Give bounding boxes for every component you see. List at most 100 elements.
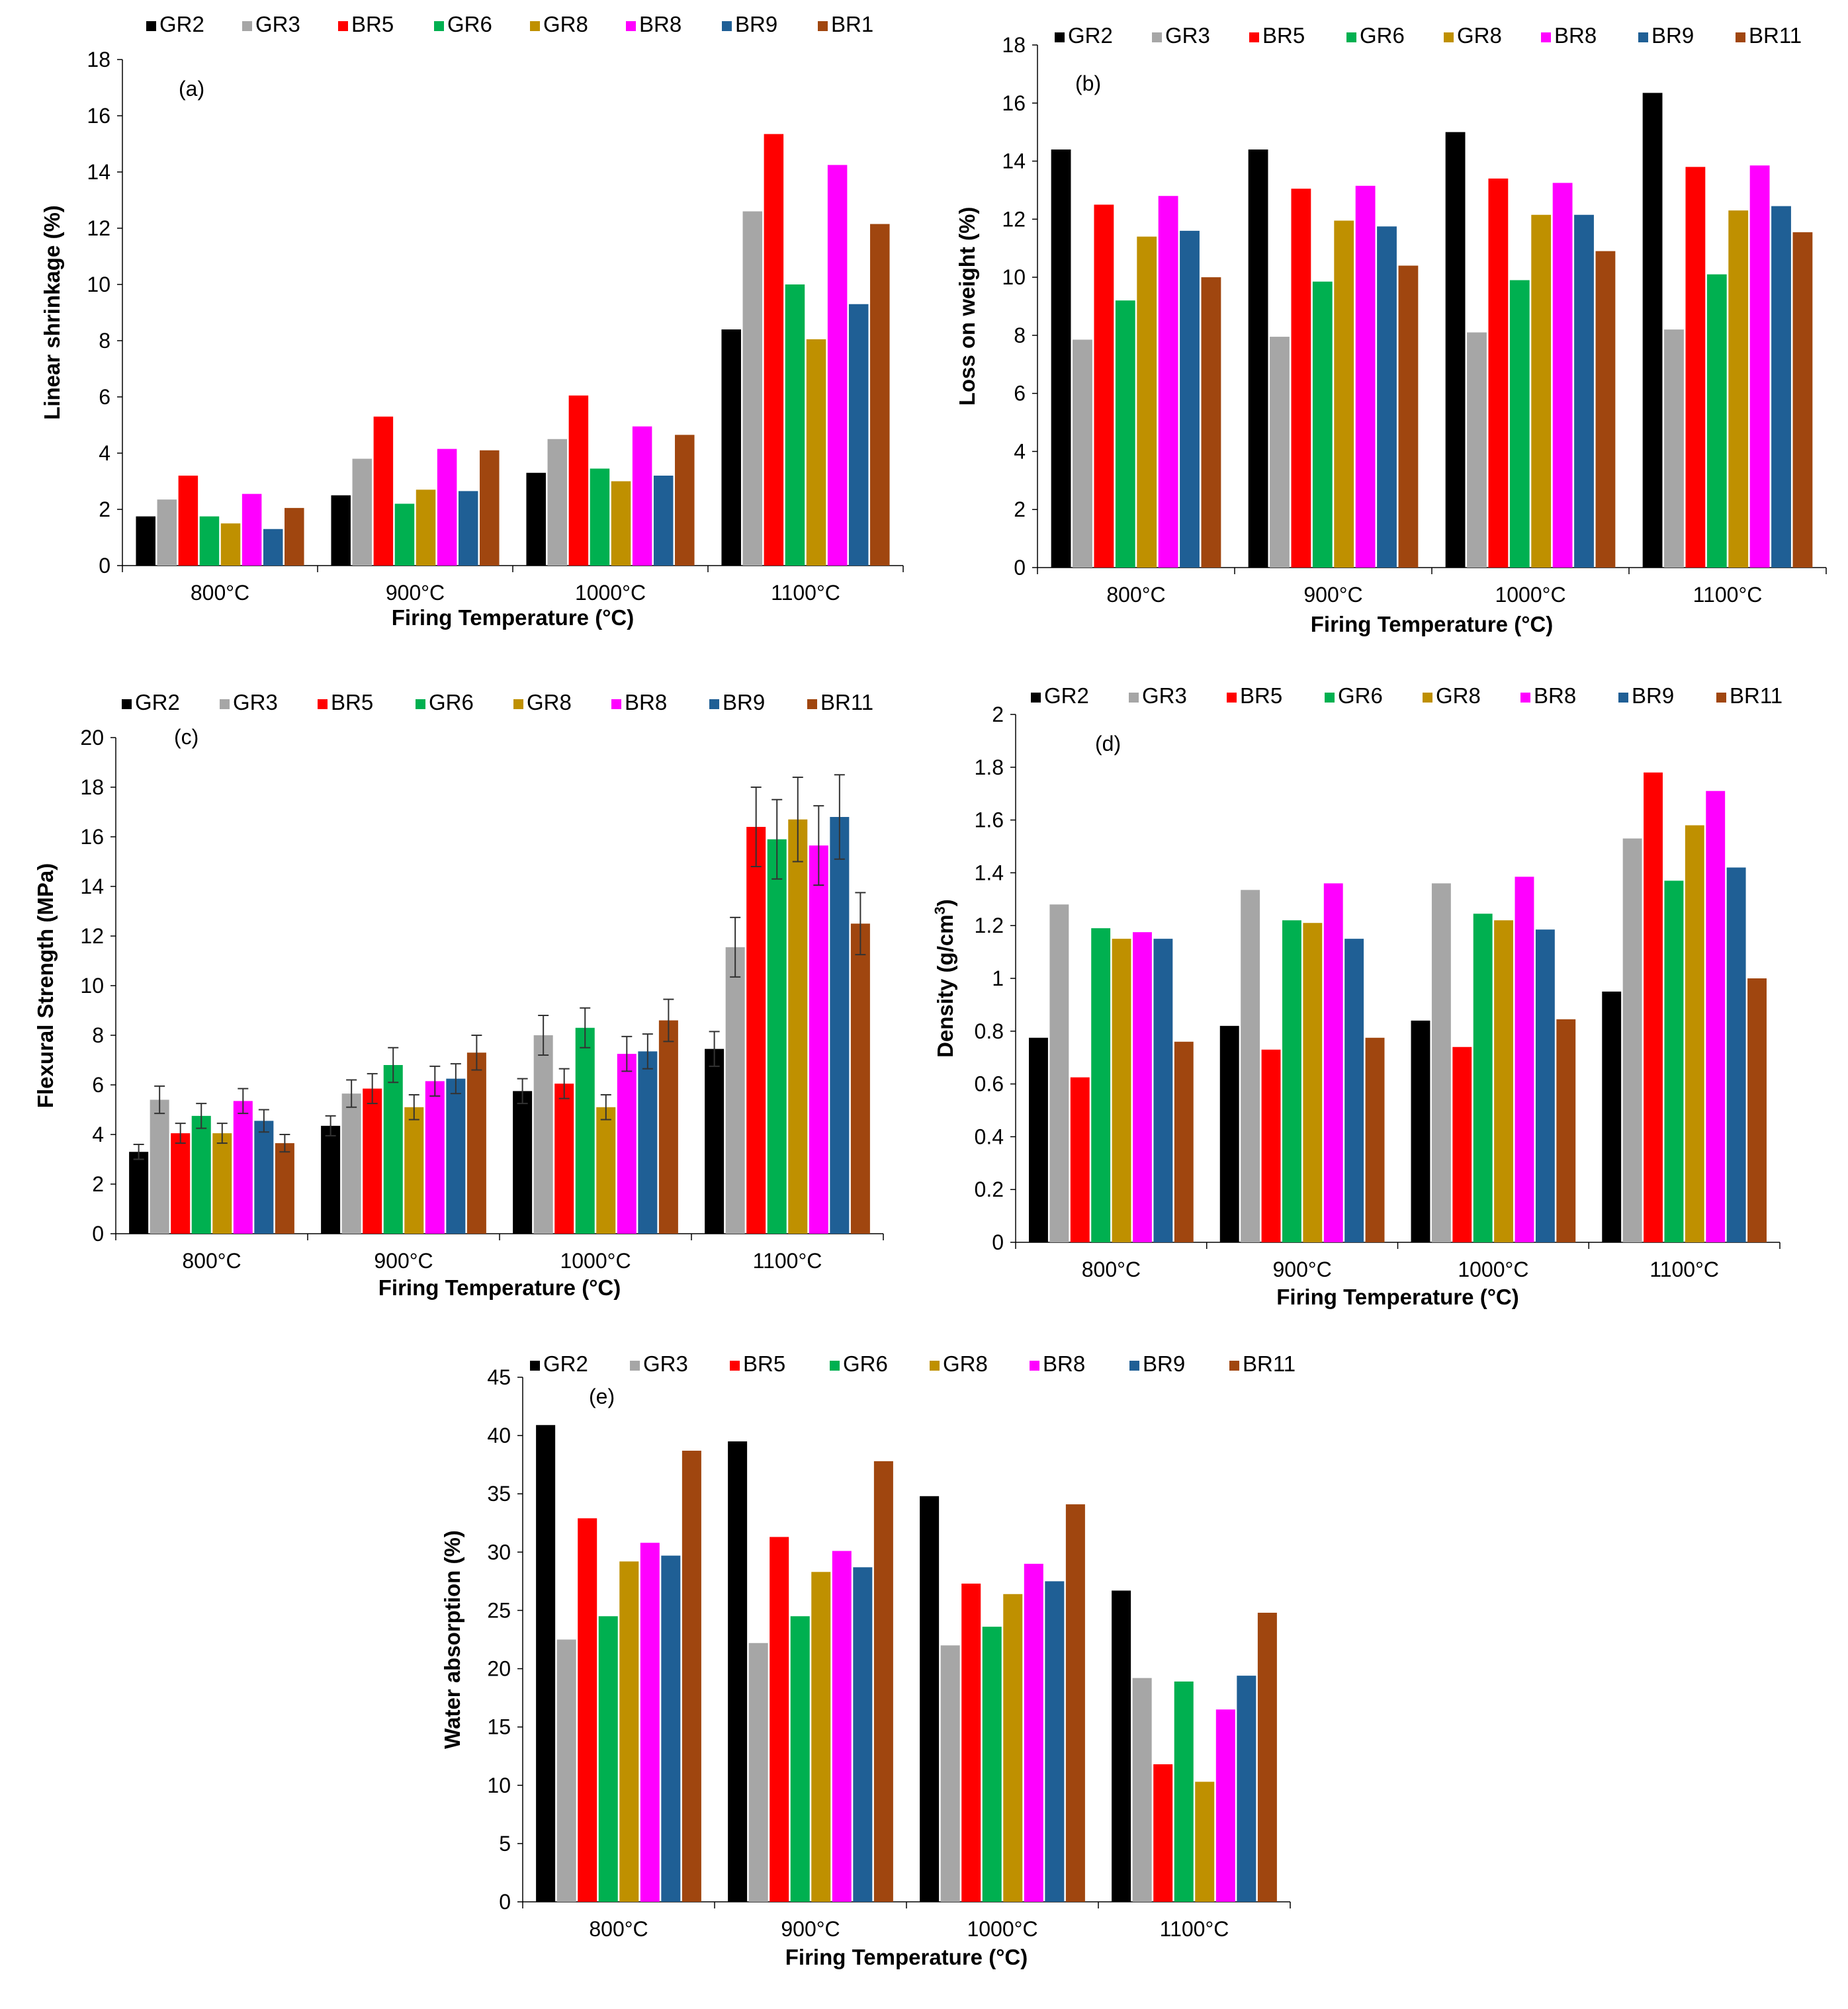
y-tick-label: 2 — [1014, 497, 1026, 521]
y-tick-label: 0 — [992, 1230, 1004, 1254]
bar-br8 — [632, 426, 652, 566]
bar-gr6 — [199, 516, 220, 566]
bar-gr2 — [526, 472, 546, 566]
legend-label-gr6: GR6 — [843, 1351, 888, 1376]
bar-br5 — [178, 476, 198, 566]
y-tick-label: 14 — [80, 875, 104, 898]
bar-br5 — [746, 827, 766, 1234]
legend-swatch-gr6 — [416, 699, 425, 709]
y-tick-label: 2 — [92, 1172, 104, 1196]
legend-swatch-br8 — [1520, 693, 1530, 703]
bar-br5 — [554, 1084, 574, 1234]
y-tick-label: 40 — [487, 1424, 511, 1447]
bar-br11 — [870, 224, 890, 566]
bar-br11 — [1792, 232, 1813, 568]
y-tick-label: 2 — [99, 497, 110, 521]
bar-gr8 — [1303, 923, 1323, 1242]
bar-gr3 — [940, 1645, 960, 1902]
legend-label-br8: BR8 — [625, 690, 667, 714]
legend-label-gr6: GR6 — [1338, 683, 1383, 708]
bar-gr3 — [1073, 339, 1092, 568]
y-tick-label: 18 — [80, 775, 104, 799]
chart-a-svg: GR2 GR3 BR5 GR6 GR8 BR8 BR9 BR1 0 2 4 6 8 10 12 14 16 18 8… — [40, 12, 904, 630]
bar-gr3 — [533, 1035, 553, 1234]
bar-br5 — [1488, 178, 1509, 568]
bar-br8 — [1024, 1563, 1043, 1902]
bar-gr3 — [1431, 883, 1451, 1242]
bar-br8 — [437, 449, 457, 566]
bar-gr3 — [157, 499, 177, 566]
bar-br11 — [1595, 251, 1616, 568]
legend-label-gr3: GR3 — [1142, 683, 1187, 708]
y-tick-label: 0.6 — [975, 1072, 1004, 1096]
y-tick-label: 20 — [80, 726, 104, 749]
bar-br8 — [1552, 183, 1573, 568]
bar-gr3 — [341, 1093, 361, 1234]
legend-swatch-gr2 — [530, 1361, 540, 1371]
bar-br9 — [1771, 206, 1791, 568]
bar-br9 — [1153, 939, 1173, 1242]
bar-gr8 — [1003, 1594, 1023, 1902]
legend-label-br9: BR9 — [735, 12, 777, 36]
legend-swatch-br8 — [626, 21, 636, 31]
bar-gr3 — [547, 439, 568, 566]
bar-gr2 — [920, 1496, 940, 1902]
bar-gr2 — [1051, 150, 1071, 568]
bar-gr6 — [1509, 280, 1530, 568]
bar-gr6 — [1473, 914, 1493, 1242]
chart-d-svg: GR2 GR3 BR5 GR6 GR8 BR8 BR9 BR1100.20.40.60.811… — [932, 683, 1782, 1309]
bar-gr8 — [1137, 236, 1157, 568]
bar-br8 — [1749, 165, 1770, 568]
legend-swatch-br11 — [1736, 32, 1745, 42]
x-tick-label: 800°C — [1082, 1258, 1141, 1281]
x-tick-label: 1100°C — [1650, 1258, 1719, 1281]
bar-br8 — [233, 1101, 253, 1234]
bar-br11 — [873, 1461, 893, 1902]
y-tick-label: 2 — [992, 703, 1004, 726]
y-tick-label: 0 — [499, 1890, 511, 1914]
y-tick-label: 4 — [92, 1123, 104, 1146]
legend-label-gr6: GR6 — [429, 690, 474, 714]
legend-swatch-gr3 — [630, 1361, 640, 1371]
bar-br11 — [1065, 1504, 1085, 1902]
legend-swatch-br8 — [1541, 32, 1551, 42]
legend-label-gr8: GR8 — [527, 690, 572, 714]
bar-br11 — [275, 1143, 294, 1234]
y-tick-label: 10 — [80, 974, 104, 998]
x-axis-title: Firing Temperature (°C) — [378, 1275, 621, 1300]
bar-br5 — [373, 416, 394, 566]
bar-gr6 — [790, 1616, 810, 1902]
x-axis-title: Firing Temperature (°C) — [1311, 612, 1553, 636]
bar-br8 — [827, 165, 848, 566]
bar-br5 — [961, 1583, 981, 1902]
y-tick-label: 0 — [1014, 556, 1026, 579]
bar-gr6 — [1312, 281, 1333, 568]
bar-br11 — [1257, 1612, 1277, 1902]
bar-br11 — [850, 923, 870, 1234]
bar-gr2 — [1411, 1020, 1430, 1242]
bar-br11 — [1747, 978, 1767, 1242]
chart-panel-d: GR2 GR3 BR5 GR6 GR8 BR8 BR9 BR11 0 0.2 0.4 0.6 0.8 1 1… — [926, 668, 1848, 1336]
y-tick-label: 1.4 — [975, 861, 1004, 884]
legend-label-br11: BR11 — [1749, 23, 1802, 48]
legend-swatch-gr6 — [434, 21, 444, 31]
bar-gr8 — [1685, 825, 1704, 1242]
x-tick-label: 800°C — [1106, 583, 1165, 607]
bar-gr6 — [394, 503, 415, 566]
bar-br11 — [682, 1451, 701, 1902]
legend-swatch-gr8 — [530, 21, 540, 31]
legend-swatch-br11 — [818, 21, 828, 31]
bar-gr3 — [1664, 329, 1684, 568]
bar-gr8 — [1112, 939, 1131, 1242]
bar-br11 — [1201, 277, 1221, 568]
panel-label: (e) — [589, 1385, 615, 1408]
legend-label-gr3: GR3 — [643, 1351, 688, 1376]
x-axis-title: Firing Temperature (°C) — [785, 1945, 1028, 1969]
chart-b-svg: GR2 GR3 BR5 GR6 GR8 BR8 BR9 BR11 0 2 4 6 8 10 12 14 16 18… — [955, 23, 1827, 636]
bar-gr2 — [136, 516, 155, 566]
bar-br11 — [466, 1052, 486, 1234]
bar-br8 — [242, 493, 262, 566]
bar-gr6 — [1091, 928, 1111, 1242]
y-tick-label: 12 — [87, 216, 110, 240]
bar-gr6 — [1282, 920, 1301, 1242]
